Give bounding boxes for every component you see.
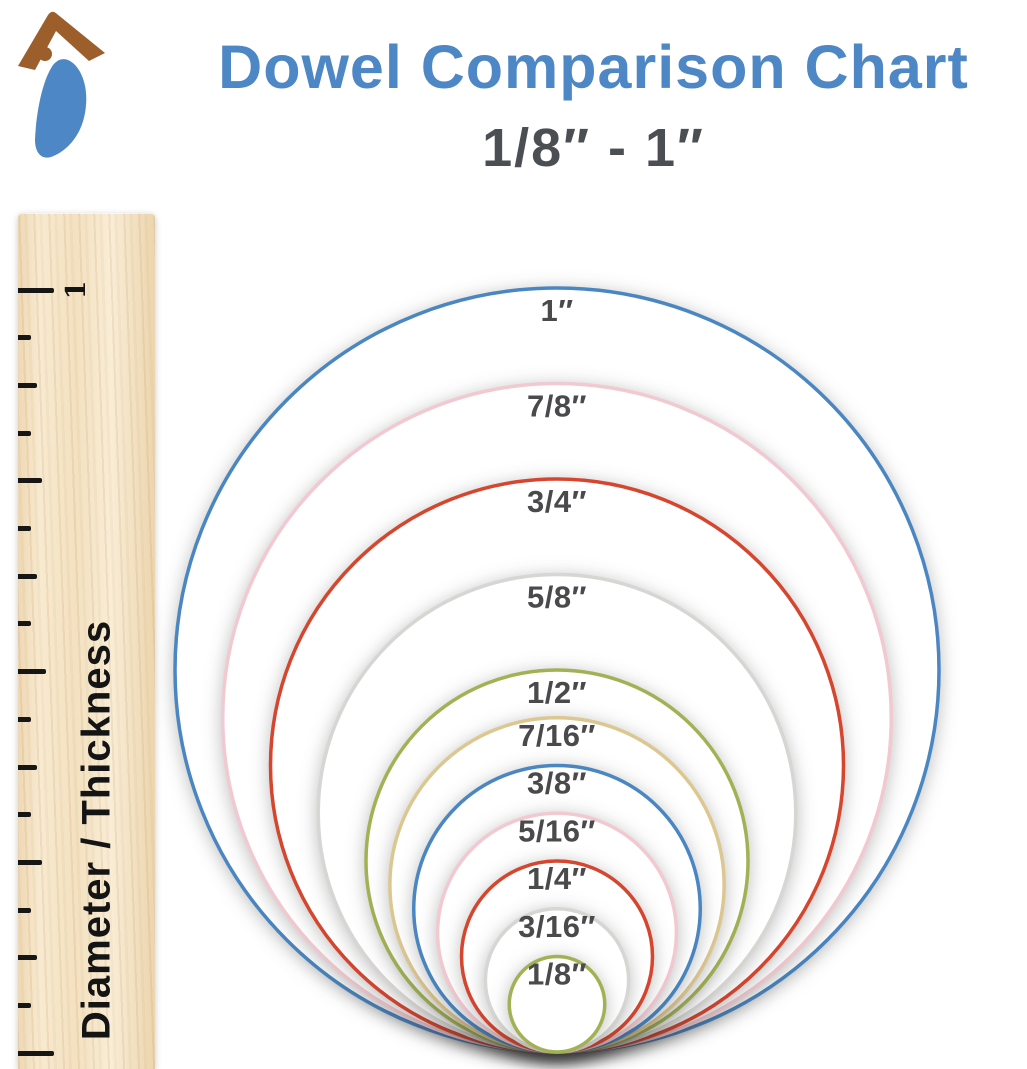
ruler-tick [18,335,31,341]
ruler-tick [18,955,37,961]
ruler-tick [18,907,31,913]
ruler-axis-label: Diameter / Thickness [74,619,119,1041]
ruler-tick [18,764,37,770]
ruler-tick [18,812,31,818]
brand-logo [18,11,105,158]
ruler: 1 Diameter / Thickness [18,213,155,1069]
dowel-circle-label: 1″ [540,293,573,328]
dowel-circle-label: 1/4″ [527,861,587,896]
dowel-circle-label: 3/4″ [527,484,587,519]
ruler-tick [18,478,42,484]
page-subtitle: 1/8″ - 1″ [482,118,705,179]
dowel-circle-label: 1/2″ [527,675,587,710]
logo-eye-dot [38,47,52,61]
dowel-circle [507,954,607,1054]
dowel-circle-label: 3/8″ [527,766,587,801]
ruler-tick [18,573,37,579]
ruler-tick [18,430,31,436]
ruler-inch-mark-label: 1 [61,280,92,300]
logo-body-shape [35,59,87,158]
header: Dowel Comparison Chart 1/8″ - 1″ [160,33,1027,179]
dowel-circle-label: 5/8″ [527,580,587,615]
ruler-tick [18,526,31,531]
ruler-tick [18,621,31,627]
dowel-circle-label: 3/16″ [518,909,596,944]
ruler-tick [18,859,42,865]
dowel-circle-label: 5/16″ [518,813,596,848]
ruler-tick [18,1003,31,1008]
ruler-tick [18,1050,54,1056]
ruler-tick [18,669,46,675]
dowel-circle-label: 7/8″ [527,389,587,424]
dowel-circle-label: 7/16″ [518,718,596,753]
ruler-tick [18,716,31,722]
dowel-circle-label: 1/8″ [527,957,587,992]
ruler-tick [18,287,54,293]
ruler-tick [18,382,37,388]
page-title: Dowel Comparison Chart [218,33,969,101]
